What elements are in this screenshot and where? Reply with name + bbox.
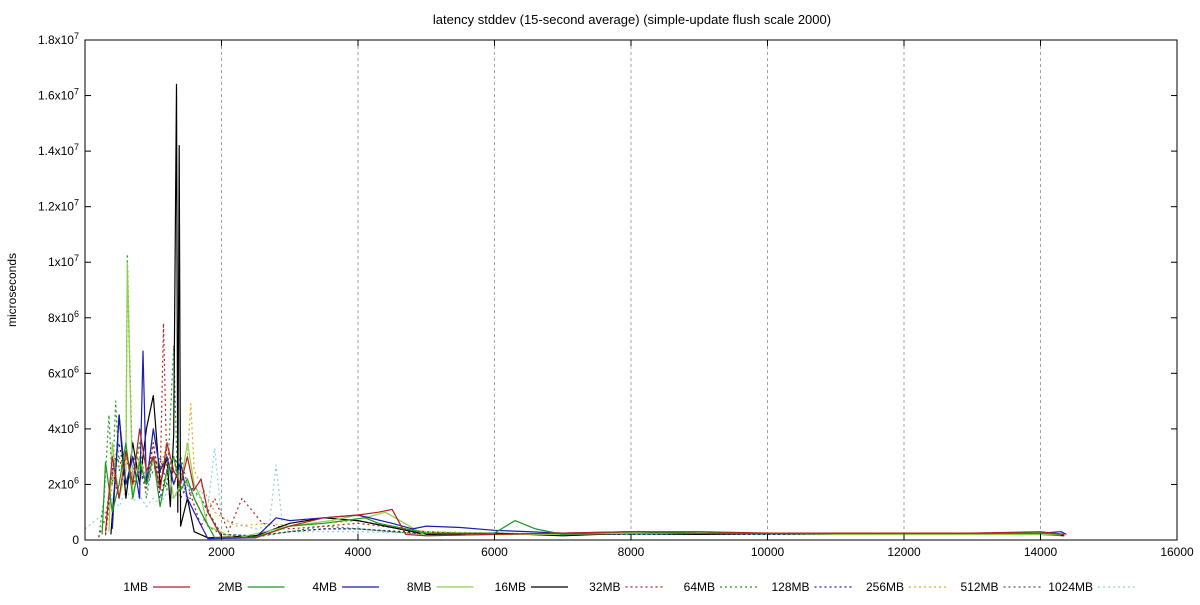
series-line-8mb <box>108 261 1062 539</box>
y-tick-label-exponent: 6 <box>74 309 79 319</box>
y-axis-label: microseconds <box>5 253 19 327</box>
y-tick-label-base: 4x10 <box>48 422 74 436</box>
y-tick-label: 2x106 <box>48 475 79 491</box>
y-tick-label-base: 0 <box>72 533 79 547</box>
y-tick-label-base: 1.8x10 <box>38 33 74 47</box>
y-tick-label: 1x107 <box>48 253 79 269</box>
series-lines <box>84 83 1067 540</box>
y-tick-label-base: 1.4x10 <box>38 144 74 158</box>
y-tick-label: 4x106 <box>48 420 79 436</box>
series-line-64mb <box>98 253 1041 538</box>
y-tick-label-exponent: 7 <box>74 253 79 263</box>
y-tick-label-exponent: 7 <box>74 142 79 152</box>
series-line-1mb <box>104 428 1065 539</box>
legend-label: 1024MB <box>1048 580 1093 594</box>
x-tick-label: 0 <box>82 545 89 559</box>
y-tick-label-exponent: 6 <box>74 420 79 430</box>
x-tick-label: 6000 <box>481 545 508 559</box>
x-tick-label: 4000 <box>345 545 372 559</box>
legend-label: 64MB <box>684 580 715 594</box>
legend-label: 2MB <box>218 580 243 594</box>
y-tick-label: 1.4x107 <box>38 142 79 158</box>
y-tick-label-base: 1.6x10 <box>38 89 74 103</box>
axis-ticks: 0 2000 4000 6000 8000 10000 12000 14000 16000 0 2x… <box>38 31 1194 559</box>
y-tick-label: 8x106 <box>48 309 79 325</box>
y-tick-label-base: 6x10 <box>48 366 74 380</box>
y-tick-label-exponent: 6 <box>74 475 79 485</box>
legend-label: 512MB <box>960 580 998 594</box>
series-line-128mb <box>104 442 1041 537</box>
y-tick-label: 1.2x107 <box>38 198 79 214</box>
x-tick-label: 12000 <box>887 545 921 559</box>
legend-label: 32MB <box>589 580 620 594</box>
y-tick-label-exponent: 7 <box>74 31 79 41</box>
series-line-2mb <box>101 442 1065 539</box>
y-tick-label-base: 8x10 <box>48 311 74 325</box>
y-tick-label-exponent: 6 <box>74 364 79 374</box>
x-tick-label: 14000 <box>1024 545 1058 559</box>
y-tick-label-base: 1.2x10 <box>38 200 74 214</box>
legend-label: 16MB <box>495 580 526 594</box>
y-tick-label-base: 2x10 <box>48 477 74 491</box>
y-tick-label-exponent: 7 <box>74 87 79 97</box>
series-line-16mb <box>110 83 1065 539</box>
chart-title: latency stddev (15-second average) (simp… <box>433 12 831 27</box>
legend-label: 1MB <box>123 580 148 594</box>
y-tick-label-base: 1x10 <box>48 255 74 269</box>
x-tick-label: 16000 <box>1160 545 1194 559</box>
y-tick-label: 1.6x107 <box>38 87 79 103</box>
series-line-4mb <box>111 350 1067 540</box>
legend: 1MB 2MB 4MB 8MB 16MB 32MB 64MB 128MB 256MB 512MB 1… <box>123 580 1135 594</box>
legend-label: 4MB <box>312 580 337 594</box>
grid-lines <box>221 40 1041 540</box>
series-line-256mb <box>104 275 1041 536</box>
x-tick-label: 8000 <box>618 545 645 559</box>
y-tick-label: 6x106 <box>48 364 79 380</box>
y-tick-label-exponent: 7 <box>74 198 79 208</box>
y-tick-label: 1.8x107 <box>38 31 79 47</box>
x-tick-label: 2000 <box>208 545 235 559</box>
series-line-512mb <box>104 456 1041 537</box>
legend-label: 128MB <box>771 580 809 594</box>
x-tick-label: 10000 <box>751 545 785 559</box>
legend-label: 8MB <box>407 580 432 594</box>
legend-label: 256MB <box>866 580 904 594</box>
series-line-32mb <box>98 322 1041 538</box>
y-tick-label: 0 <box>72 533 79 547</box>
